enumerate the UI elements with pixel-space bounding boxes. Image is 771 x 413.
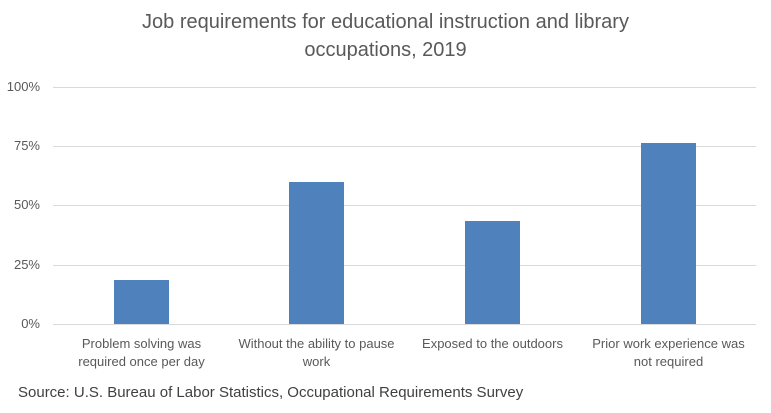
source-note: Source: U.S. Bureau of Labor Statistics,…	[18, 384, 524, 401]
x-label-no-prior-experience: Prior work experience was not required	[581, 335, 756, 371]
x-label-line: Without the ability to pause	[238, 336, 395, 351]
y-tick-25: 25%	[13, 257, 40, 272]
x-label-line: Exposed to the outdoors	[422, 336, 563, 351]
bar-exposed-outdoors	[465, 220, 520, 324]
x-axis-baseline	[53, 324, 756, 325]
x-label-line: work	[302, 354, 331, 369]
x-label-problem-solving: Problem solving was required once per da…	[54, 335, 229, 371]
y-tick-100: 100%	[6, 79, 40, 94]
y-tick-75: 75%	[13, 138, 40, 153]
y-tick-50: 50%	[13, 197, 40, 212]
chart-title-line-2: occupations, 2019	[304, 39, 467, 61]
x-label-line: not required	[633, 354, 704, 369]
bar-without-pause	[289, 181, 344, 324]
plot-area	[53, 87, 756, 325]
x-label-exposed-outdoors: Exposed to the outdoors	[405, 335, 580, 353]
chart-title: Job requirements for educational instruc…	[0, 8, 771, 64]
x-label-line: Prior work experience was	[592, 336, 745, 351]
gridline-75	[53, 146, 756, 147]
x-label-line: Problem solving was	[81, 336, 202, 351]
x-label-line: required once per day	[78, 354, 205, 369]
y-tick-0: 0%	[21, 316, 40, 331]
chart-title-line-1: Job requirements for educational instruc…	[142, 11, 629, 33]
x-label-without-pause: Without the ability to pause work	[229, 335, 404, 371]
gridline-50	[53, 205, 756, 206]
gridline-100	[53, 87, 756, 88]
bar-no-prior-experience	[641, 142, 696, 324]
bar-problem-solving	[114, 279, 169, 324]
gridline-25	[53, 265, 756, 266]
